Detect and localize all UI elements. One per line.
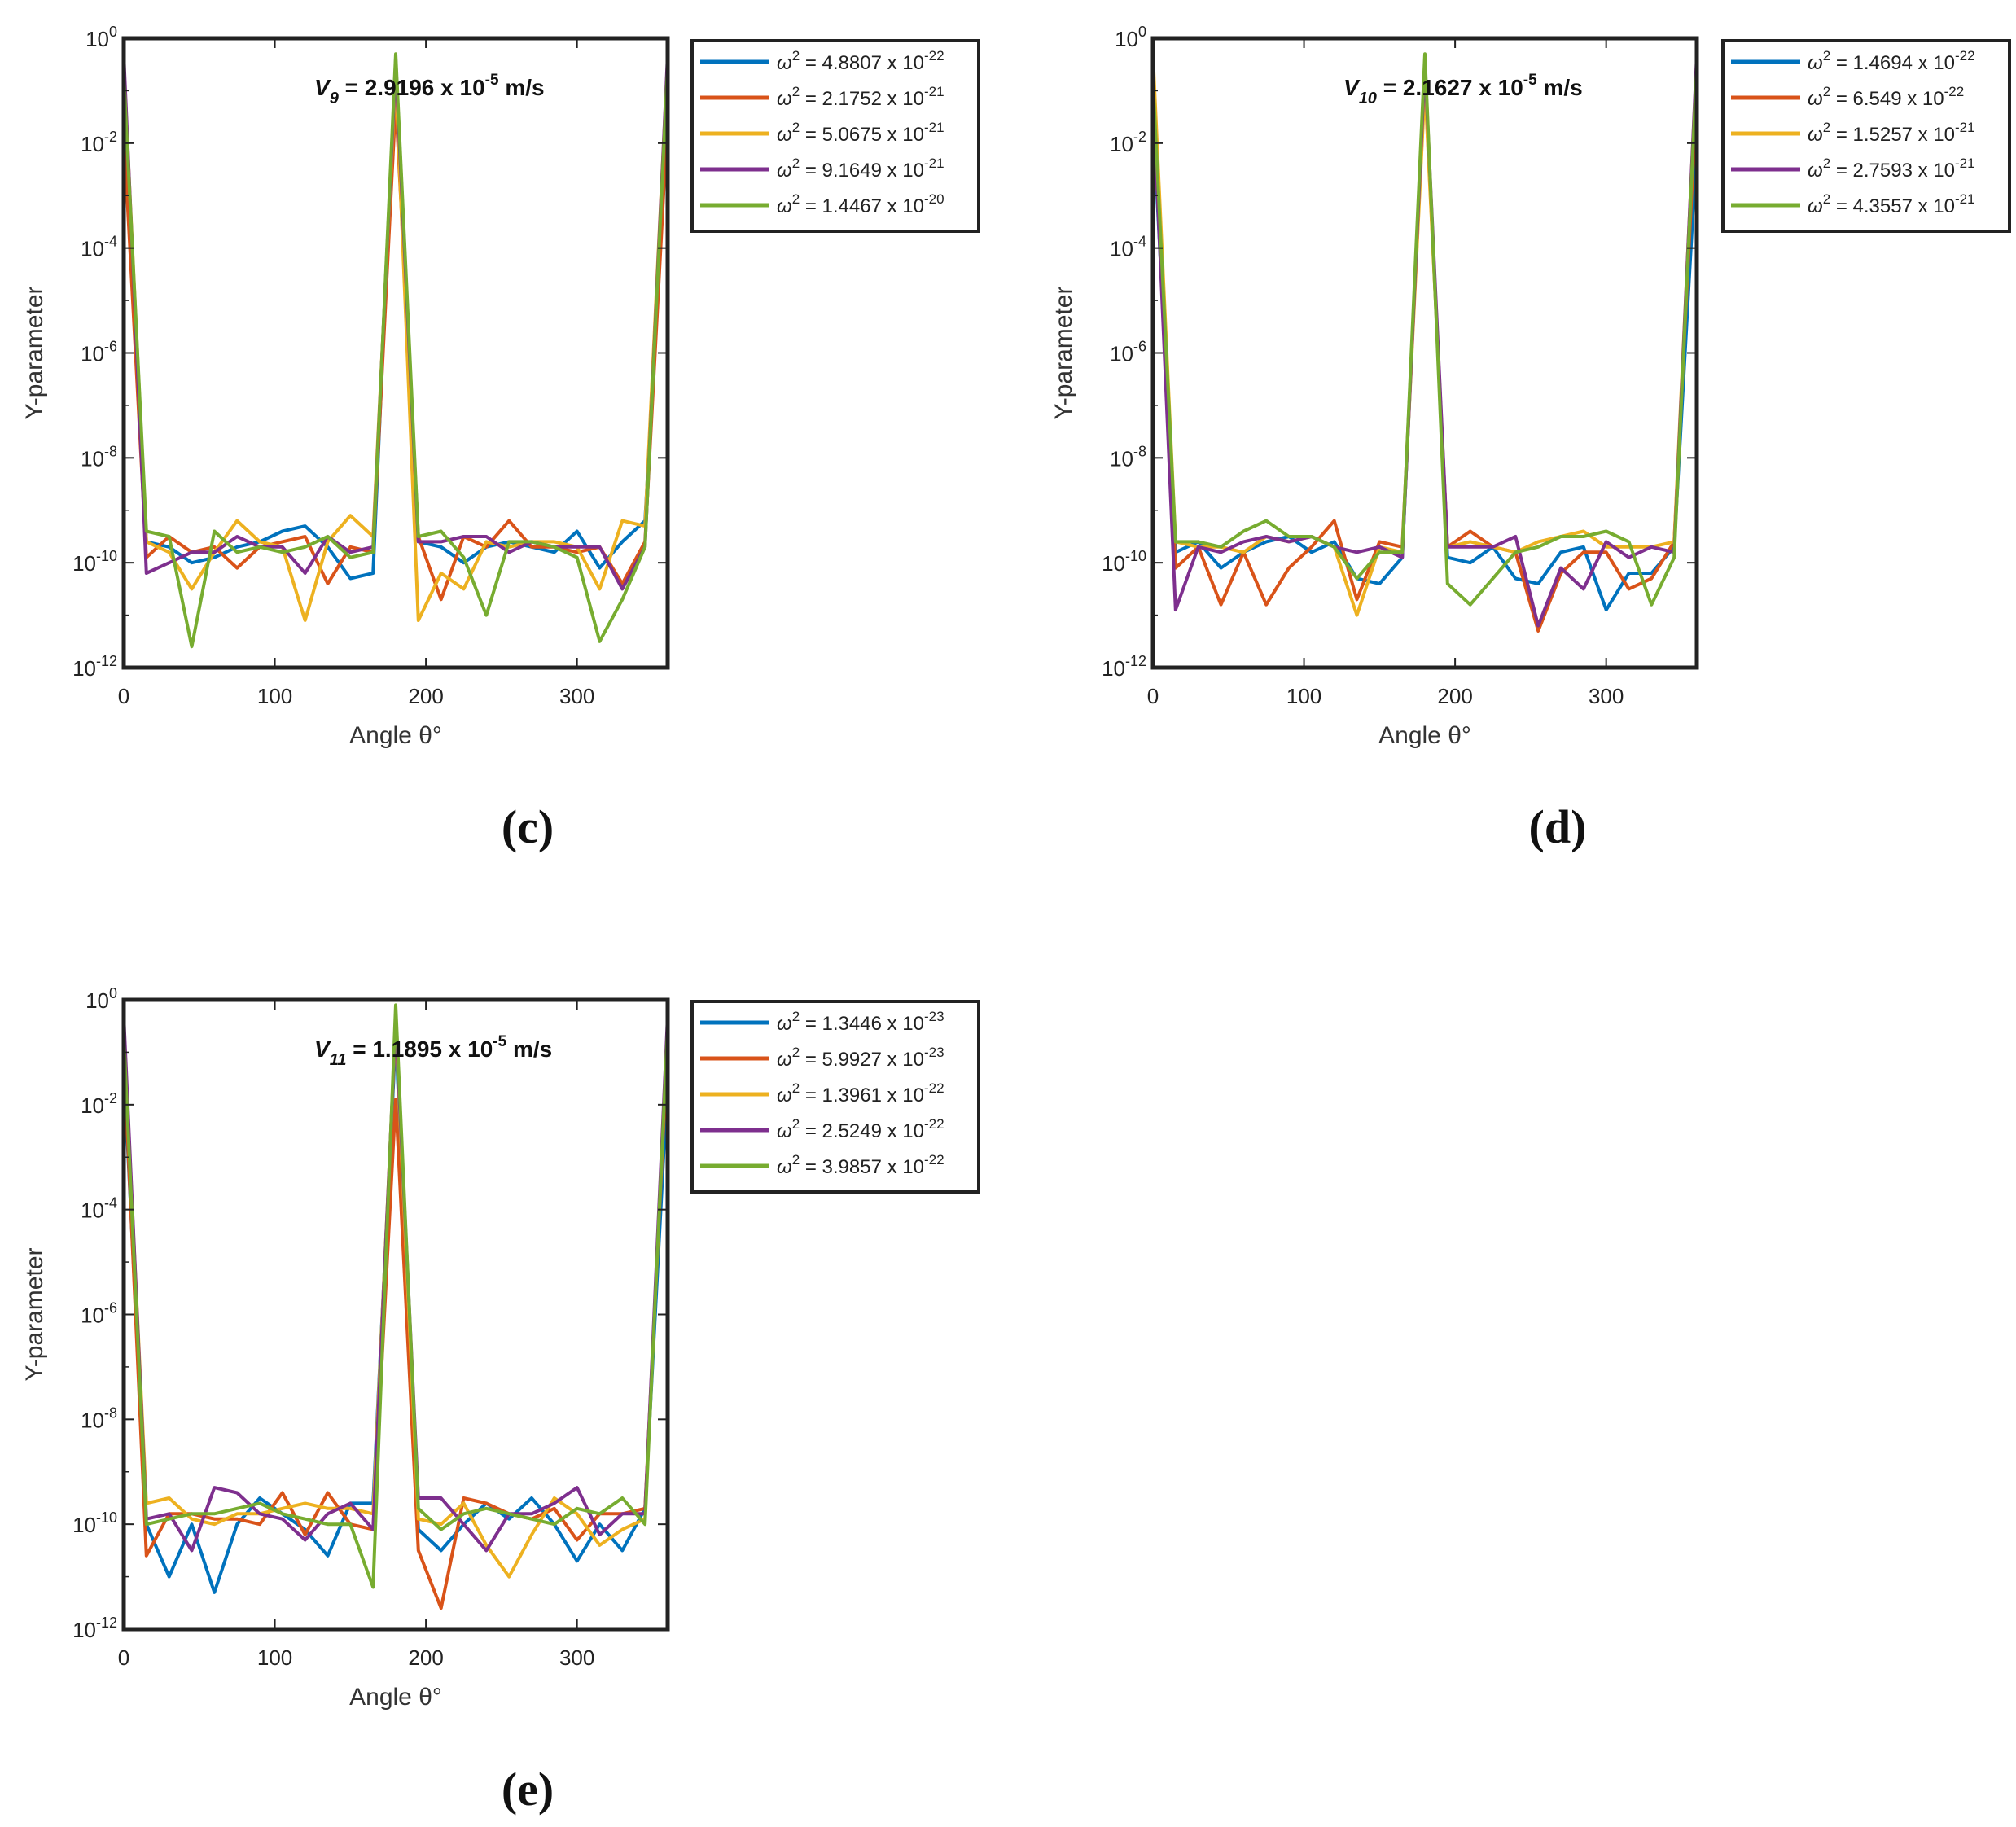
chart-panel-c: 0 100 200 300 100 10-2 10-4 10-6 10-8 10-10 10-12 A…: [21, 24, 980, 853]
legend-box: [690, 39, 980, 233]
series-line-5: [124, 1003, 668, 1589]
x-axis-label: Angle θ°: [1378, 722, 1471, 749]
series-line-5: [1153, 52, 1697, 607]
legend: ω2 = 1.4694 x 10-22 ω2 = 6.549 x 10-22 ω2 …: [1721, 39, 2011, 233]
chart-panel-d: 0 100 200 300 100 10-2 10-4 10-6 10-8 10-10 10-12 A…: [1050, 24, 2011, 853]
x-tick-label: 100: [257, 1645, 292, 1670]
legend-entry-5: ω2 = 3.9857 x 10-22: [777, 1152, 944, 1178]
velocity-annotation: V9 = 2.9196 x 10-5 m/s: [314, 72, 545, 107]
y-tick-label: 10-6: [81, 339, 117, 366]
y-tick-label: 10-10: [72, 1509, 117, 1537]
legend-entry-2: ω2 = 5.9927 x 10-23: [777, 1045, 944, 1071]
y-tick-label: 10-4: [81, 234, 117, 261]
y-tick-label: 10-2: [81, 129, 117, 156]
series-group: [124, 1003, 668, 1610]
y-tick-label: 10-10: [1102, 548, 1146, 576]
x-tick-label: 100: [1286, 684, 1321, 708]
legend-entry-1: ω2 = 1.3446 x 10-23: [777, 1009, 944, 1035]
y-tick-label: 10-4: [1110, 234, 1146, 261]
velocity-annotation: V10 = 2.1627 x 10-5 m/s: [1343, 72, 1583, 107]
legend-entry-1: ω2 = 4.8807 x 10-22: [777, 48, 944, 74]
panel-caption: (e): [502, 1763, 554, 1816]
x-tick-label: 100: [257, 684, 292, 708]
legend-entry-2: ω2 = 2.1752 x 10-21: [777, 84, 944, 110]
y-tick-label: 10-12: [1102, 653, 1146, 681]
y-tick-label: 10-6: [1110, 339, 1146, 366]
x-tick-label: 200: [408, 1645, 443, 1670]
x-tick-label: 0: [118, 684, 129, 708]
legend-entry-2: ω2 = 6.549 x 10-22: [1808, 84, 1964, 110]
y-tick-label: 10-2: [1110, 129, 1146, 156]
legend-entry-5: ω2 = 4.3557 x 10-21: [1808, 191, 1975, 217]
y-tick-label: 10-2: [81, 1090, 117, 1118]
y-tick-label: 100: [85, 985, 117, 1013]
series-line-5: [124, 52, 668, 649]
y-tick-label: 10-12: [72, 1615, 117, 1642]
y-tick-label: 10-12: [72, 653, 117, 681]
y-tick-label: 100: [1115, 24, 1146, 51]
x-tick-label: 300: [559, 684, 594, 708]
legend-entry-3: ω2 = 1.5257 x 10-21: [1808, 120, 1975, 146]
y-axis-label: Y-parameter: [21, 287, 48, 420]
y-tick-label: 10-8: [1110, 443, 1146, 471]
panel-caption: (d): [1529, 800, 1587, 853]
legend-box: [1721, 39, 2011, 233]
y-tick-label: 100: [85, 24, 117, 51]
x-axis-label: Angle θ°: [349, 1684, 442, 1711]
series-group: [1153, 52, 1697, 633]
x-tick-label: 0: [118, 1645, 129, 1670]
x-tick-label: 0: [1147, 684, 1159, 708]
x-tick-label: 300: [1589, 684, 1624, 708]
plot-area: [124, 1000, 668, 1629]
x-axis-label: Angle θ°: [349, 722, 442, 749]
y-tick-label: 10-4: [81, 1195, 117, 1223]
y-axis-label: Y-parameter: [1050, 287, 1077, 420]
legend-entry-4: ω2 = 9.1649 x 10-21: [777, 156, 944, 182]
panel-caption: (c): [502, 800, 554, 853]
legend-entry-5: ω2 = 1.4467 x 10-20: [777, 191, 944, 217]
series-line-2: [124, 1041, 668, 1610]
x-tick-label: 300: [559, 1645, 594, 1670]
y-tick-label: 10-8: [81, 1404, 117, 1432]
plot-area: [1153, 38, 1697, 668]
legend: ω2 = 4.8807 x 10-22 ω2 = 2.1752 x 10-21 ω2…: [690, 39, 980, 233]
chart-panel-e: 0 100 200 300 100 10-2 10-4 10-6 10-8 10-10 10-12 A…: [21, 985, 980, 1816]
legend-entry-4: ω2 = 2.7593 x 10-21: [1808, 156, 1975, 182]
legend-entry-3: ω2 = 5.0675 x 10-21: [777, 120, 944, 146]
legend-entry-4: ω2 = 2.5249 x 10-22: [777, 1116, 944, 1142]
legend: ω2 = 1.3446 x 10-23 ω2 = 5.9927 x 10-23 ω2…: [690, 1000, 980, 1194]
legend-entry-1: ω2 = 1.4694 x 10-22: [1808, 48, 1975, 74]
series-group: [124, 52, 668, 649]
y-tick-label: 10-10: [72, 548, 117, 576]
velocity-annotation: V11 = 1.1895 x 10-5 m/s: [314, 1033, 552, 1069]
y-axis-label: Y-parameter: [21, 1248, 48, 1382]
y-tick-label: 10-6: [81, 1300, 117, 1328]
x-tick-label: 200: [1437, 684, 1472, 708]
legend-entry-3: ω2 = 1.3961 x 10-22: [777, 1080, 944, 1106]
x-tick-label: 200: [408, 684, 443, 708]
legend-box: [690, 1000, 980, 1194]
y-tick-label: 10-8: [81, 443, 117, 471]
